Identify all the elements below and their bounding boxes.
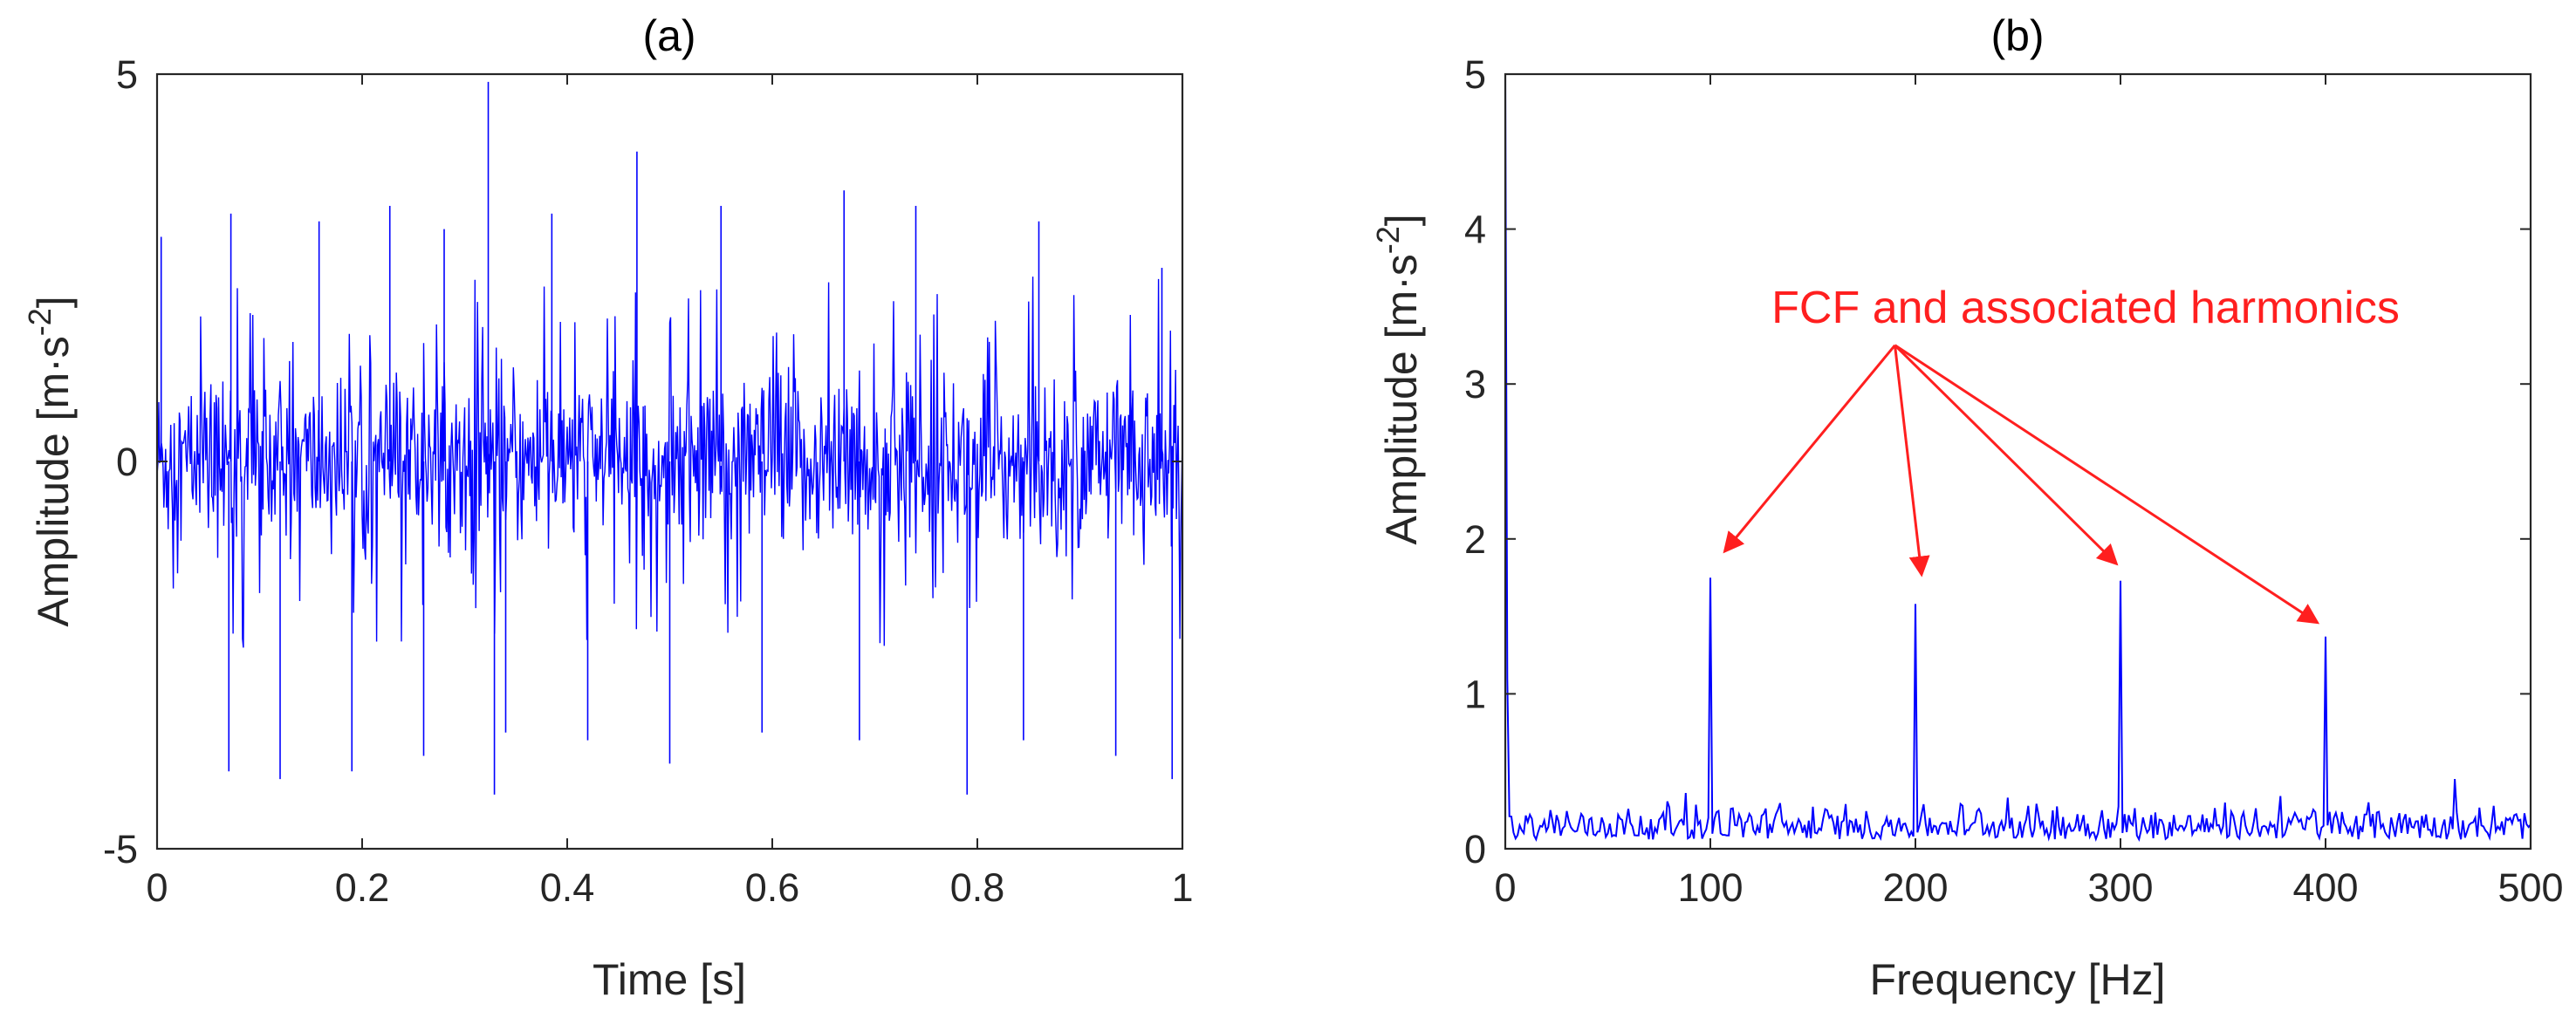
chart-a-y-label-main: Amplitude [m·s xyxy=(29,336,78,626)
chart-b-x-tick-label: 100 xyxy=(1677,865,1743,910)
chart-a-x-tick-label: 0.4 xyxy=(540,865,595,910)
chart-b-envelope-spectrum: 0 100 200 300 400 500 0 1 2 3 4 5 (b) Frequency [H… xyxy=(1370,11,2564,1004)
chart-a-x-tick-label: 1 xyxy=(1171,865,1193,910)
chart-a-x-tick-label: 0.2 xyxy=(335,865,390,910)
chart-b-annotation-arrow xyxy=(1894,345,1930,577)
chart-a-time-signal: 0 0.2 0.4 0.6 0.8 1 -505 (a) Time [s] Amplitu… xyxy=(22,11,1194,1004)
chart-b-y-tick-label: 4 xyxy=(1464,208,1486,252)
chart-b-title: (b) xyxy=(1990,11,2044,60)
chart-a-y-label: Amplitude [m·s-2] xyxy=(22,296,79,626)
chart-b-annotation-text: FCF and associated harmonics xyxy=(1771,283,2400,333)
chart-a-y-tick-label: 5 xyxy=(116,52,138,97)
chart-a-signal-line xyxy=(156,277,1183,648)
chart-b-spectrum-line xyxy=(1504,73,2531,843)
chart-b-x-tick-label: 0 xyxy=(1494,865,1516,910)
chart-a-y-ticks: -5 0 5 xyxy=(103,52,1182,871)
chart-b-annotation: FCF and associated harmonics xyxy=(1723,283,2400,625)
chart-a-y-label-close: ] xyxy=(29,296,78,308)
chart-b-y-tick-label: 1 xyxy=(1464,672,1486,716)
chart-b-y-tick-label: 5 xyxy=(1464,52,1486,97)
chart-b-y-label-main: Amplitude [m·s xyxy=(1377,254,1426,544)
chart-b-background xyxy=(1505,74,2531,849)
chart-a-x-tick-label: 0.8 xyxy=(950,865,1005,910)
chart-a-impulses xyxy=(160,81,1174,795)
chart-b-x-tick-label: 300 xyxy=(2087,865,2153,910)
chart-b-y-tick-label: 2 xyxy=(1464,517,1486,562)
chart-a-title: (a) xyxy=(642,11,695,60)
chart-b-x-label: Frequency [Hz] xyxy=(1869,955,2165,1004)
chart-b-y-label: Amplitude [m·s-2] xyxy=(1370,214,1427,544)
chart-a-y-label-exp: -2 xyxy=(22,308,58,336)
chart-b-y-label-close: ] xyxy=(1377,214,1426,226)
chart-b-x-ticks: 0 100 200 300 400 500 xyxy=(1494,74,2564,910)
chart-b-annotation-arrow xyxy=(1894,344,2119,566)
chart-b-axes-box xyxy=(1504,72,2532,851)
chart-a-x-ticks: 0 0.2 0.4 0.6 0.8 1 xyxy=(146,74,1194,910)
chart-b-annotation-arrow xyxy=(1723,344,1896,554)
chart-b-peaks xyxy=(1504,73,2456,798)
chart-b-x-tick-label: 400 xyxy=(2292,865,2358,910)
chart-b-y-label-exp: -2 xyxy=(1370,226,1406,254)
chart-a-y-tick-label: 0 xyxy=(116,440,138,484)
chart-b-y-ticks: 0 1 2 3 4 5 xyxy=(1464,52,2531,871)
chart-b-x-tick-label: 200 xyxy=(1882,865,1948,910)
chart-a-x-tick-label: 0 xyxy=(146,865,168,910)
chart-b-annotation-arrow xyxy=(1894,344,2320,625)
chart-a-x-tick-label: 0.6 xyxy=(745,865,800,910)
chart-b-x-tick-label: 500 xyxy=(2497,865,2563,910)
chart-b-y-tick-label: 0 xyxy=(1464,827,1486,871)
chart-b-y-tick-label: 3 xyxy=(1464,362,1486,407)
chart-a-x-label: Time [s] xyxy=(593,955,746,1004)
chart-a-y-tick-label: -5 xyxy=(103,827,138,871)
